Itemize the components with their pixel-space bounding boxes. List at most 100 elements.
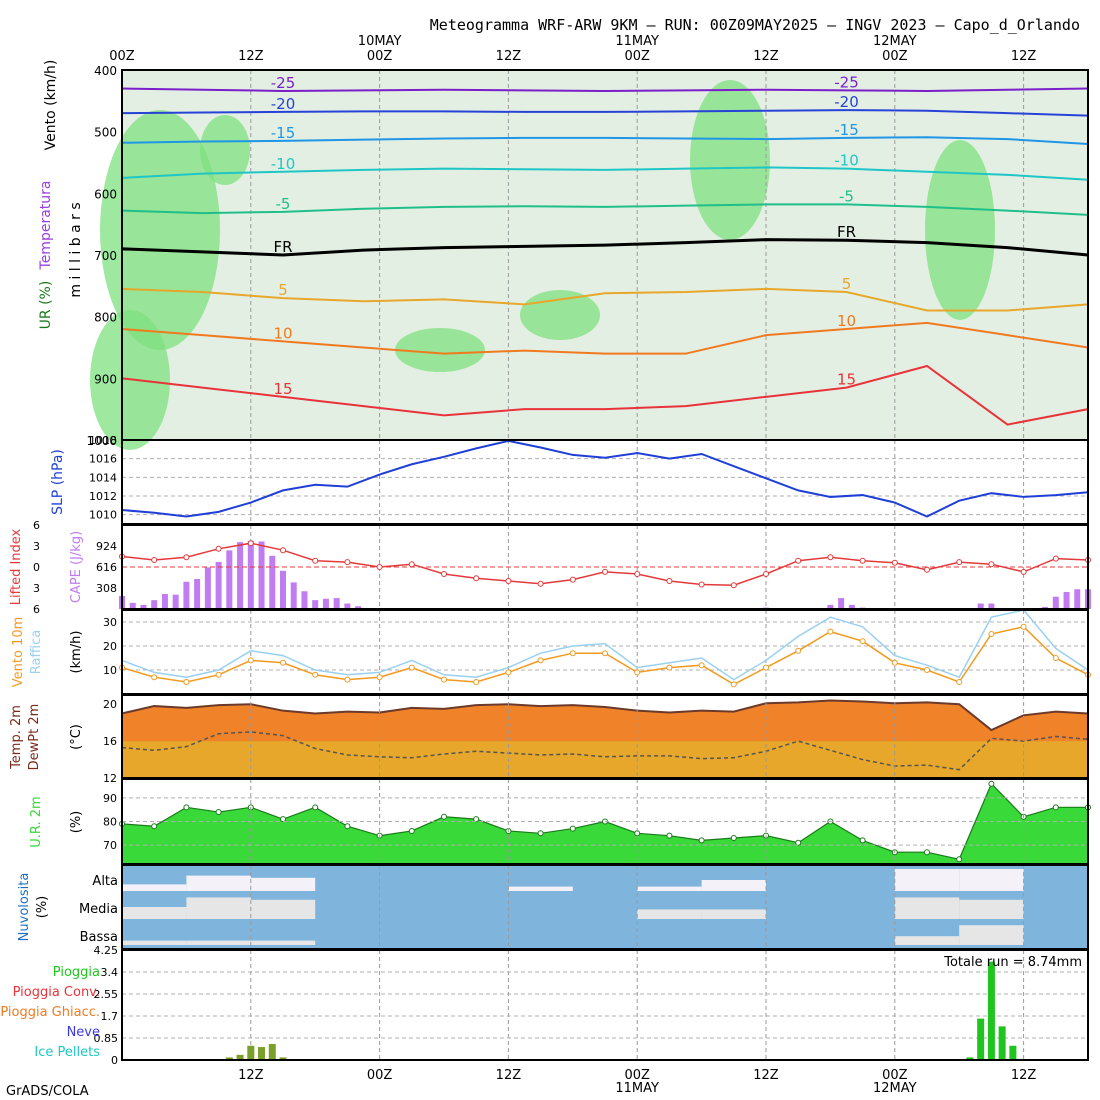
isotherm-label: -20 (271, 95, 296, 113)
cape-bar (838, 598, 845, 609)
isotherm-line (121, 287, 1089, 312)
isotherm-line (121, 364, 1089, 426)
lifted-index-point (763, 571, 769, 577)
wind10m-point (312, 671, 319, 678)
isotherm-line (121, 321, 1089, 355)
isotherm-label: -15 (271, 124, 296, 142)
wind10m-point (441, 676, 447, 683)
wind10m-point (730, 681, 737, 688)
pressure-tick-label: 1000 (86, 434, 117, 448)
lifted-index-point (634, 571, 641, 577)
wind10m-axis-label: Vento 10m (11, 617, 26, 688)
bottom-axis-label: 12MAY (873, 1081, 917, 1096)
cloud-axis-label: Nuvolosita (17, 873, 32, 942)
lifted-index-point (247, 540, 254, 547)
li-tick-label: 6 (33, 603, 40, 616)
cape-bar (269, 555, 276, 609)
upper-air-panel: 400 500 600 700 800 900 1000 -25 -25 -20 -20 -15 -15… (38, 60, 1089, 450)
top-axis-label: 00Z (109, 49, 135, 64)
rh2m-point (537, 830, 544, 837)
top-axis-label: 00Z (882, 49, 908, 64)
temperature-tick-label: 12 (103, 772, 117, 785)
cloud-cover-block (122, 940, 187, 945)
wind10m-point (151, 674, 158, 681)
cape-bar (1042, 606, 1049, 609)
precip-bar (225, 1057, 233, 1060)
li-axis-label: Lifted Index (9, 528, 24, 605)
lifted-index-point (891, 559, 898, 566)
li-tick-label: 0 (33, 561, 40, 574)
precip-bar (268, 1043, 276, 1060)
cape-bar (140, 604, 147, 609)
isotherm-label: -5 (276, 195, 291, 213)
wind10m-point (924, 667, 930, 673)
isotherm-line (121, 238, 1089, 257)
rh2m-tick-label: 90 (103, 792, 117, 805)
cape-bar (172, 594, 179, 609)
lifted-index-point (505, 578, 512, 584)
top-axis-label: 10MAY (358, 34, 402, 49)
cape-tick-label: 924 (96, 540, 117, 553)
rh-axis-label: UR (%) (38, 281, 54, 330)
isotherm-line (121, 203, 1089, 216)
precip-panel: 0 0.85 1.7 2.55 3.4 4.25 Totale run = 8.74mm Pi… (0, 944, 1089, 1067)
wind10m-point (602, 650, 608, 657)
precip-bar (236, 1054, 244, 1060)
lifted-index-point (280, 547, 286, 554)
cloud-cover-block (959, 925, 1024, 945)
bottom-axis-label: 00Z (882, 1068, 908, 1083)
rh2m-axis-label: U.R. 2m (29, 796, 44, 847)
wind10m-point (344, 676, 351, 683)
wind10m-point (891, 659, 898, 666)
cape-bar (151, 600, 158, 609)
cape-bar (312, 600, 319, 609)
cloud-cover-block (186, 897, 251, 919)
rh2m-units-label: (%) (69, 811, 84, 834)
wind10m-point (1052, 655, 1059, 661)
lifted-index-point (1020, 568, 1027, 575)
precip-legend-item: Neve (67, 1025, 100, 1040)
cape-bar (247, 540, 254, 609)
temperature-tick-label: 16 (103, 735, 117, 748)
rh2m-point (956, 856, 963, 863)
wind10m-point (988, 631, 995, 637)
top-axis-label: 11MAY (615, 34, 659, 49)
slp-tick-label: 1010 (89, 509, 117, 522)
wind10m-point (698, 662, 705, 669)
isotherm-line (121, 136, 1089, 145)
wind10m-point (215, 671, 222, 678)
precip-frame (121, 949, 1089, 1061)
wind-tick-label: 30 (103, 616, 117, 629)
cloud-cover-block (508, 886, 573, 891)
cape-bar (977, 603, 984, 609)
cape-bar (344, 603, 351, 609)
lifted-index-point (537, 580, 544, 587)
cloud-panel: Alta Media Bassa Nuvolosita (%) (17, 864, 1089, 950)
rh2m-point (698, 837, 705, 844)
precip-tick-label: 2.55 (94, 988, 119, 1001)
rh2m-point (151, 823, 158, 830)
cape-bar (333, 598, 340, 609)
wind10m-point (376, 674, 383, 681)
wind10m-point (827, 628, 834, 635)
cloud-cover-block (959, 899, 1024, 919)
pressure-tick-label: 700 (94, 249, 117, 263)
cloud-cover-block (894, 936, 960, 945)
temperature-line (121, 699, 1089, 732)
lifted-index-point (473, 575, 480, 582)
cape-bar (215, 561, 222, 609)
lifted-index-point (988, 561, 995, 568)
pressure-tick-label: 500 (94, 126, 117, 140)
bottom-axis-label: 00Z (624, 1068, 650, 1083)
wind10m-point (795, 647, 802, 654)
top-axis-label: 12Z (496, 49, 522, 64)
isotherm-label: -10 (834, 152, 859, 170)
temperature-tick-label: 20 (103, 698, 117, 711)
slp-frame (121, 439, 1089, 525)
isotherm-label: 5 (278, 281, 288, 299)
isotherm-line (121, 166, 1089, 181)
bottom-axis-label: 12Z (753, 1068, 779, 1083)
